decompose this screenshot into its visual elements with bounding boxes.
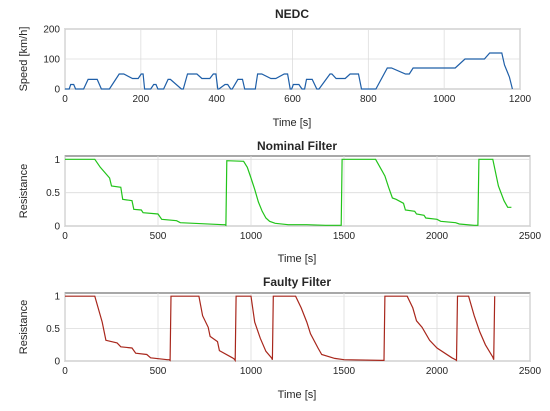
faulty-xtick-label: 2000 [426,366,449,377]
nedc-speed-line [65,52,513,90]
nominal-title: Nominal Filter [257,139,337,153]
nominal-xtick-label: 2000 [426,231,449,242]
nominal-resistance-line [65,158,512,227]
nedc-ytick-label: 100 [43,55,60,66]
nominal-ytick-label: 1 [54,155,60,166]
nedc-xtick-label: 0 [62,94,68,105]
nominal-filter-chart: 0 500 1000 1500 2000 2500 0 0.5 1 Nominal Filter… [18,139,542,265]
faulty-xtick-label: 0 [62,366,68,377]
nedc-xlabel: Time [s] [273,117,312,129]
faulty-ylabel: Resistance [18,300,30,354]
nominal-plot-area [64,155,531,227]
faulty-title: Faulty Filter [263,275,331,289]
nominal-ytick-label: 0.5 [46,188,60,199]
nominal-xlabel: Time [s] [278,253,317,265]
nedc-xtick-label: 400 [208,94,225,105]
nominal-ytick-label: 0 [54,222,60,233]
nedc-chart: 0 200 400 600 800 1000 1200 0 100 200 NEDC Time [… [18,7,532,129]
nominal-xtick-label: 1000 [240,231,263,242]
faulty-xtick-label: 500 [150,366,167,377]
nominal-xtick-label: 0 [62,231,68,242]
faulty-ytick-label: 0.5 [46,324,60,335]
nedc-title: NEDC [275,7,309,21]
nedc-xtick-label: 600 [284,94,301,105]
nominal-xtick-label: 2500 [519,231,542,242]
nedc-xtick-label: 1200 [509,94,532,105]
nedc-xtick-label: 1000 [433,94,456,105]
nedc-ytick-label: 200 [43,25,60,36]
faulty-ytick-label: 0 [54,357,60,368]
nominal-ylabel: Resistance [18,164,30,218]
nominal-xtick-label: 500 [150,231,167,242]
faulty-ytick-label: 1 [54,292,60,303]
faulty-xtick-label: 2500 [519,366,542,377]
faulty-xtick-label: 1000 [240,366,263,377]
nedc-xtick-label: 800 [360,94,377,105]
nedc-xtick-label: 200 [132,94,149,105]
nedc-ytick-label: 0 [54,85,60,96]
nedc-ylabel: Speed [km/h] [18,27,30,92]
faulty-plot-area [64,292,531,362]
faulty-xlabel: Time [s] [278,389,317,401]
nominal-xtick-label: 1500 [333,231,356,242]
faulty-xtick-label: 1500 [333,366,356,377]
faulty-resistance-line [65,295,496,363]
